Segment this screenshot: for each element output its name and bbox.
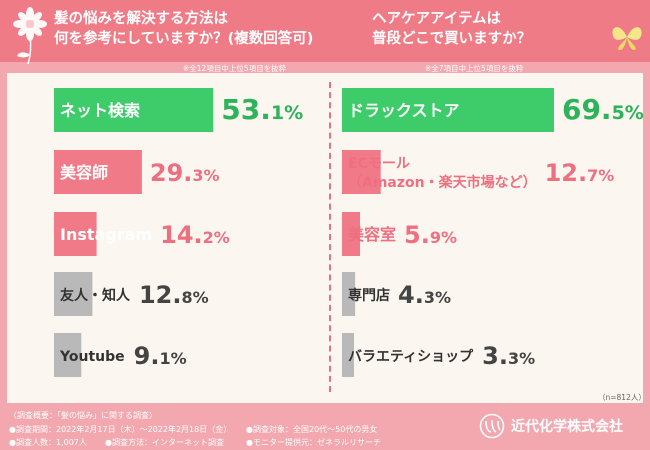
value-label-0-3: 12.8% bbox=[139, 281, 209, 309]
survey-period: ●調査期間：2022年2月17日（木）〜2022年2月18日（金） bbox=[9, 425, 232, 434]
value-label-1-3: 4.3% bbox=[398, 281, 451, 309]
bar-1-0 bbox=[342, 88, 554, 132]
value-label-0-1: 29.3% bbox=[150, 159, 220, 187]
category-label-1-2: 美容室 bbox=[348, 225, 396, 244]
category-label-1-4: バラエティショップ bbox=[348, 349, 474, 365]
survey-method: ●調査方法：インターネット調査 bbox=[105, 438, 224, 447]
bar-1-2 bbox=[342, 212, 360, 256]
bar-0-0 bbox=[54, 88, 214, 132]
survey-target: ●調査対象：全国20代〜50代の男女 bbox=[246, 425, 378, 434]
bar-0-4 bbox=[54, 333, 82, 377]
company-brand: 近代化学株式会社 bbox=[479, 413, 623, 439]
value-label-1-4: 3.3% bbox=[482, 342, 535, 370]
right-question-line2: 普段どこで買いますか？ bbox=[372, 31, 532, 47]
value-label-1-2: 5.9% bbox=[404, 221, 457, 249]
category-label-0-4: Youtube bbox=[59, 349, 125, 365]
left-question-title: 髪の悩みを解決する方法は 何を参考にしていますか？(複数回答可) bbox=[54, 9, 313, 49]
category-label-0-2: Instagram bbox=[60, 225, 152, 244]
right-question-line1: ヘアケアアイテムは bbox=[372, 11, 502, 27]
bar-1-1 bbox=[342, 150, 381, 194]
category-label-0-1: 美容師 bbox=[60, 163, 108, 182]
category-label-1-0: ドラックストア bbox=[348, 101, 460, 120]
category-label-1-3: 専門店 bbox=[348, 287, 390, 304]
category-label-0-0: ネット検索 bbox=[60, 101, 140, 120]
category-label-1-1: ECモール（Amazon・楽天市場など） bbox=[348, 156, 537, 191]
company-logo-icon bbox=[479, 413, 505, 439]
panel-divider bbox=[329, 82, 331, 392]
survey-title: 〈調査概要：「髪の悩み」に関する調査〉 bbox=[9, 411, 157, 420]
value-label-1-1: 12.7% bbox=[545, 159, 615, 187]
bar-0-3 bbox=[54, 272, 93, 316]
butterfly-icon bbox=[612, 27, 642, 51]
left-question-line2: 何を参考にしていますか？(複数回答可) bbox=[54, 31, 314, 47]
company-name: 近代化学株式会社 bbox=[511, 419, 623, 435]
value-label-0-4: 9.1% bbox=[134, 342, 187, 370]
bar-1-3 bbox=[342, 272, 356, 316]
value-label-1-0: 69.5% bbox=[562, 93, 644, 126]
sample-size: （n=812人） bbox=[598, 393, 646, 402]
right-question-title: ヘアケアアイテムは 普段どこで買いますか？ bbox=[372, 9, 531, 49]
left-question-note: ※全12項目中上位5項目を抜粋 bbox=[183, 64, 287, 73]
right-question-note: ※全7項目中上位5項目を抜粋 bbox=[425, 64, 524, 73]
flower-icon bbox=[13, 7, 47, 65]
bar-0-1 bbox=[54, 150, 142, 194]
left-question-line1: 髪の悩みを解決する方法は bbox=[54, 11, 228, 27]
survey-people: ●調査人数：1,007人 bbox=[9, 438, 87, 447]
category-label-0-3: 友人・知人 bbox=[60, 287, 131, 304]
bar-1-4 bbox=[342, 333, 354, 377]
bar-0-2 bbox=[54, 212, 97, 256]
header-band bbox=[0, 0, 650, 62]
survey-provider: ●モニター提供元：ゼネラルリサーチ bbox=[246, 438, 381, 447]
value-label-0-0: 53.1% bbox=[221, 93, 303, 126]
value-label-0-2: 14.2% bbox=[160, 221, 230, 249]
